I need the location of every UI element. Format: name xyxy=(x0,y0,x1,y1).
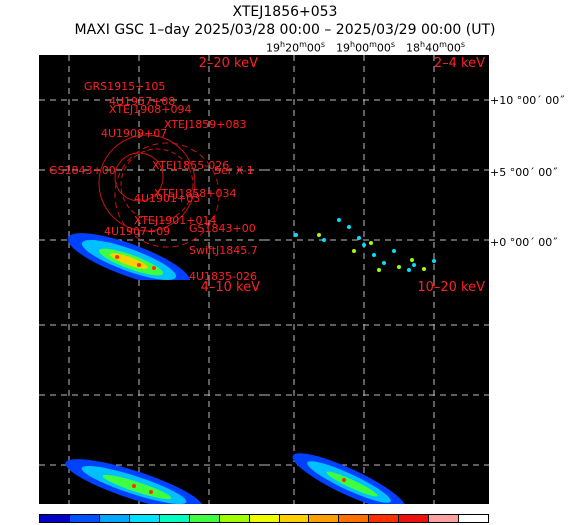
panel-2-20kev: 2–20 keV GRS1915+105 4U1957+08 XTEJ1908+… xyxy=(39,55,264,280)
dec-label-2: +5 °00´ 00˝ xyxy=(490,166,558,179)
panel-2-4kev: 2–4 keV xyxy=(264,55,489,280)
source-label: 4U1835-026 xyxy=(189,270,258,280)
panel-label-10-20kev: 10–20 keV xyxy=(417,280,485,295)
colorbar-segment xyxy=(159,515,190,522)
colorbar-segment xyxy=(99,515,130,522)
source-label: XTEJ1858+034 xyxy=(154,187,237,200)
colorbar-segment xyxy=(309,515,340,522)
panel-label-2-4kev: 2–4 keV xyxy=(433,56,485,71)
ra-label-2: 19h00m00s xyxy=(336,40,396,55)
source-label: 4U1901+03 xyxy=(134,192,201,205)
source-label: GS1843+00 xyxy=(189,222,256,235)
dec-label-3: +0 °00´ 00˝ xyxy=(490,236,558,249)
panel-4-10kev: 4–10 keV xyxy=(39,280,264,504)
source-label: 4U1909+07 xyxy=(101,127,168,140)
colorbar-segment xyxy=(369,515,400,522)
source-label: 4U1957+08 xyxy=(109,95,176,108)
source-label: 4U1907+09 xyxy=(104,225,171,238)
source-label: GS1843+00 xyxy=(49,164,116,177)
source-label: Ser X-1 xyxy=(214,164,254,177)
colorbar-segment xyxy=(40,515,70,522)
plot-subtitle: MAXI GSC 1–day 2025/03/28 00:00 – 2025/0… xyxy=(74,22,496,38)
panel-1-graphics xyxy=(39,55,264,280)
colorbar-segment xyxy=(429,515,460,522)
panel-4-graphics xyxy=(264,280,489,504)
colorbar-segment xyxy=(69,515,100,522)
source-label: SwiftJ1845.7 xyxy=(189,244,258,257)
colorbar-segment xyxy=(129,515,160,522)
colorbar-segment xyxy=(249,515,280,522)
panel-10-20kev: 10–20 keV xyxy=(264,280,489,504)
panel-label-2-20kev: 2–20 keV xyxy=(198,56,258,71)
ra-label-3: 18h40m00s xyxy=(406,40,466,55)
panel-2-graphics xyxy=(264,55,489,280)
plot-title: XTEJ1856+053 xyxy=(232,4,338,20)
panel-3-graphics xyxy=(39,280,264,504)
source-label: XTEJ1855-026 xyxy=(152,159,230,172)
source-label: XTEJ1908+094 xyxy=(109,103,192,116)
colorbar-segment xyxy=(189,515,220,522)
colorbar-segment xyxy=(219,515,250,522)
colorbar-segment xyxy=(399,515,430,522)
panel-label-4-10kev: 4–10 keV xyxy=(200,280,260,295)
colorbar-segment xyxy=(339,515,370,522)
source-label: XTEJ1901+014 xyxy=(134,214,217,227)
source-label: XTEJ1859+083 xyxy=(164,118,247,131)
dec-label-1: +10 °00´ 00˝ xyxy=(490,94,565,107)
colorbar xyxy=(39,514,489,523)
source-label: GRS1915+105 xyxy=(84,80,166,93)
colorbar-segment xyxy=(459,515,489,522)
colorbar-segment xyxy=(279,515,310,522)
ra-label-1: 19h20m00s xyxy=(266,40,326,55)
